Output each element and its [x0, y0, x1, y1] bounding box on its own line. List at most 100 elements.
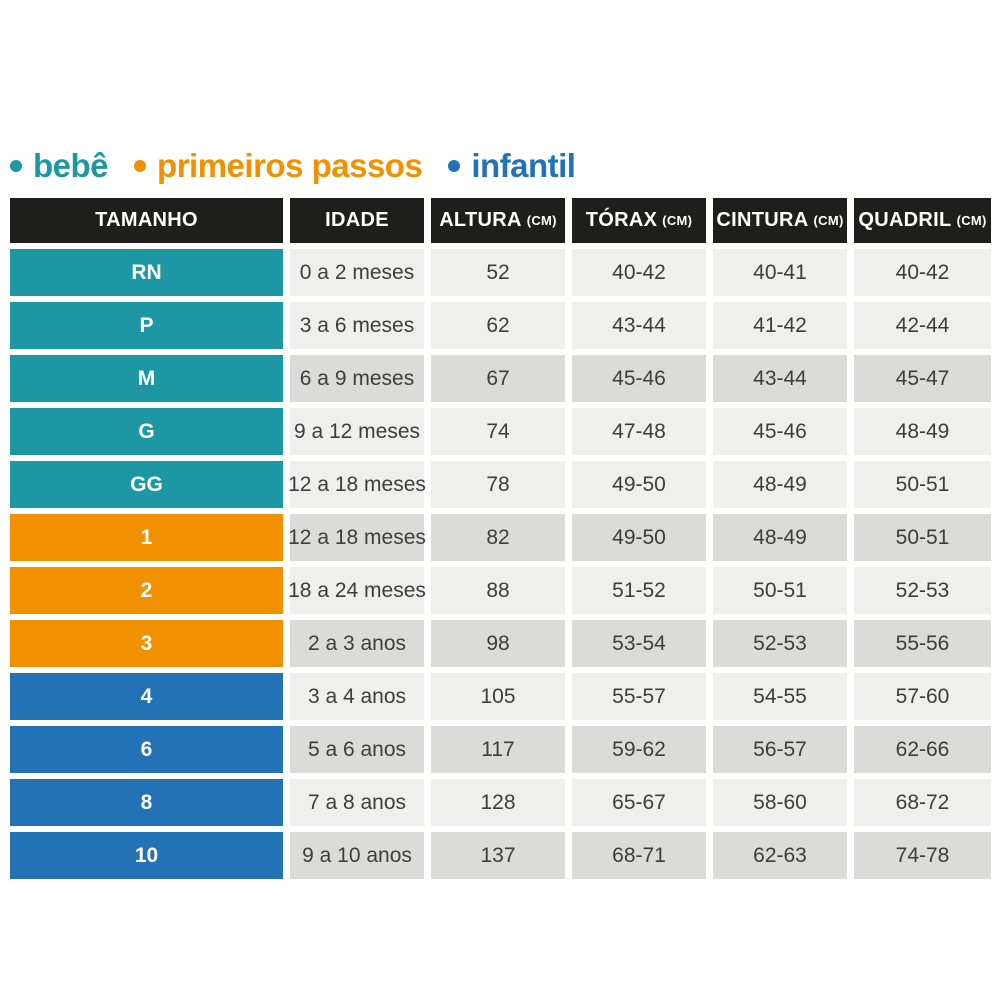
torax-cell: 40-42 [572, 249, 706, 296]
torax-cell: 65-67 [572, 779, 706, 826]
column-header-label: TAMANHO [95, 209, 198, 231]
size-cell-p: P [10, 302, 283, 349]
quadril-cell: 68-72 [854, 779, 991, 826]
altura-cell: 74 [431, 408, 565, 455]
column-header-quadril: QUADRIL (CM) [854, 198, 991, 243]
column-header-label: IDADE [325, 209, 389, 231]
quadril-cell: 52-53 [854, 567, 991, 614]
idade-cell: 7 a 8 anos [290, 779, 424, 826]
altura-cell: 128 [431, 779, 565, 826]
torax-cell: 51-52 [572, 567, 706, 614]
altura-cell: 88 [431, 567, 565, 614]
quadril-cell: 62-66 [854, 726, 991, 773]
column-header-label: ALTURA [439, 209, 522, 231]
cintura-cell: 40-41 [713, 249, 847, 296]
torax-cell: 55-57 [572, 673, 706, 720]
size-cell-rn: RN [10, 249, 283, 296]
size-cell-2: 2 [10, 567, 283, 614]
size-cell-1: 1 [10, 514, 283, 561]
cintura-cell: 52-53 [713, 620, 847, 667]
size-table: TAMANHO IDADE ALTURA (CM) TÓRAX (CM) CINTURA (C… [10, 198, 991, 879]
column-header-idade: IDADE [290, 198, 424, 243]
torax-cell: 45-46 [572, 355, 706, 402]
altura-cell: 82 [431, 514, 565, 561]
bullet-icon [448, 160, 461, 172]
legend-label: bebê [33, 147, 109, 184]
cintura-cell: 62-63 [713, 832, 847, 879]
altura-cell: 67 [431, 355, 565, 402]
cintura-cell: 43-44 [713, 355, 847, 402]
torax-cell: 47-48 [572, 408, 706, 455]
quadril-cell: 50-51 [854, 461, 991, 508]
cintura-cell: 58-60 [713, 779, 847, 826]
torax-cell: 68-71 [572, 832, 706, 879]
quadril-cell: 42-44 [854, 302, 991, 349]
altura-cell: 105 [431, 673, 565, 720]
torax-cell: 49-50 [572, 461, 706, 508]
cintura-cell: 48-49 [713, 514, 847, 561]
column-header-unit: (CM) [526, 213, 557, 228]
altura-cell: 52 [431, 249, 565, 296]
legend-item-primeiros-passos: primeiros passos [134, 147, 423, 185]
idade-cell: 12 a 18 meses [288, 514, 426, 561]
altura-cell: 137 [431, 832, 565, 879]
idade-cell: 18 a 24 meses [288, 567, 426, 614]
quadril-cell: 55-56 [854, 620, 991, 667]
cintura-cell: 48-49 [713, 461, 847, 508]
idade-cell: 5 a 6 anos [290, 726, 424, 773]
altura-cell: 78 [431, 461, 565, 508]
altura-cell: 62 [431, 302, 565, 349]
idade-cell: 6 a 9 meses [290, 355, 424, 402]
torax-cell: 59-62 [572, 726, 706, 773]
idade-cell: 3 a 4 anos [290, 673, 424, 720]
quadril-cell: 57-60 [854, 673, 991, 720]
quadril-cell: 50-51 [854, 514, 991, 561]
quadril-cell: 48-49 [854, 408, 991, 455]
cintura-cell: 50-51 [713, 567, 847, 614]
column-header-unit: (CM) [662, 213, 693, 228]
legend-label: infantil [471, 147, 576, 184]
size-cell-8: 8 [10, 779, 283, 826]
legend-item-bebe: bebê [10, 147, 109, 185]
column-header-altura: ALTURA (CM) [431, 198, 565, 243]
legend-item-infantil: infantil [448, 147, 576, 185]
idade-cell: 0 a 2 meses [290, 249, 424, 296]
cintura-cell: 54-55 [713, 673, 847, 720]
idade-cell: 12 a 18 meses [288, 461, 426, 508]
column-header-cintura: CINTURA (CM) [713, 198, 847, 243]
column-header-label: CINTURA [716, 209, 809, 231]
size-cell-10: 10 [10, 832, 283, 879]
size-cell-gg: GG [10, 461, 283, 508]
column-header-unit: (CM) [956, 213, 987, 228]
bullet-icon [134, 160, 147, 172]
legend-label: primeiros passos [157, 147, 423, 184]
size-cell-g: G [10, 408, 283, 455]
bullet-icon [10, 160, 22, 172]
idade-cell: 9 a 12 meses [290, 408, 424, 455]
size-cell-m: M [10, 355, 283, 402]
size-cell-4: 4 [10, 673, 283, 720]
altura-cell: 117 [431, 726, 565, 773]
size-cell-3: 3 [10, 620, 283, 667]
idade-cell: 9 a 10 anos [290, 832, 424, 879]
column-header-tamanho: TAMANHO [10, 198, 283, 243]
cintura-cell: 45-46 [713, 408, 847, 455]
torax-cell: 49-50 [572, 514, 706, 561]
idade-cell: 3 a 6 meses [290, 302, 424, 349]
size-cell-6: 6 [10, 726, 283, 773]
quadril-cell: 74-78 [854, 832, 991, 879]
quadril-cell: 45-47 [854, 355, 991, 402]
column-header-label: TÓRAX [585, 209, 658, 231]
cintura-cell: 56-57 [713, 726, 847, 773]
column-header-unit: (CM) [813, 213, 844, 228]
idade-cell: 2 a 3 anos [290, 620, 424, 667]
quadril-cell: 40-42 [854, 249, 991, 296]
torax-cell: 43-44 [572, 302, 706, 349]
cintura-cell: 41-42 [713, 302, 847, 349]
category-legend: bebê primeiros passos infantil [10, 146, 1000, 186]
column-header-label: QUADRIL [858, 209, 952, 231]
column-header-torax: TÓRAX (CM) [572, 198, 706, 243]
torax-cell: 53-54 [572, 620, 706, 667]
altura-cell: 98 [431, 620, 565, 667]
